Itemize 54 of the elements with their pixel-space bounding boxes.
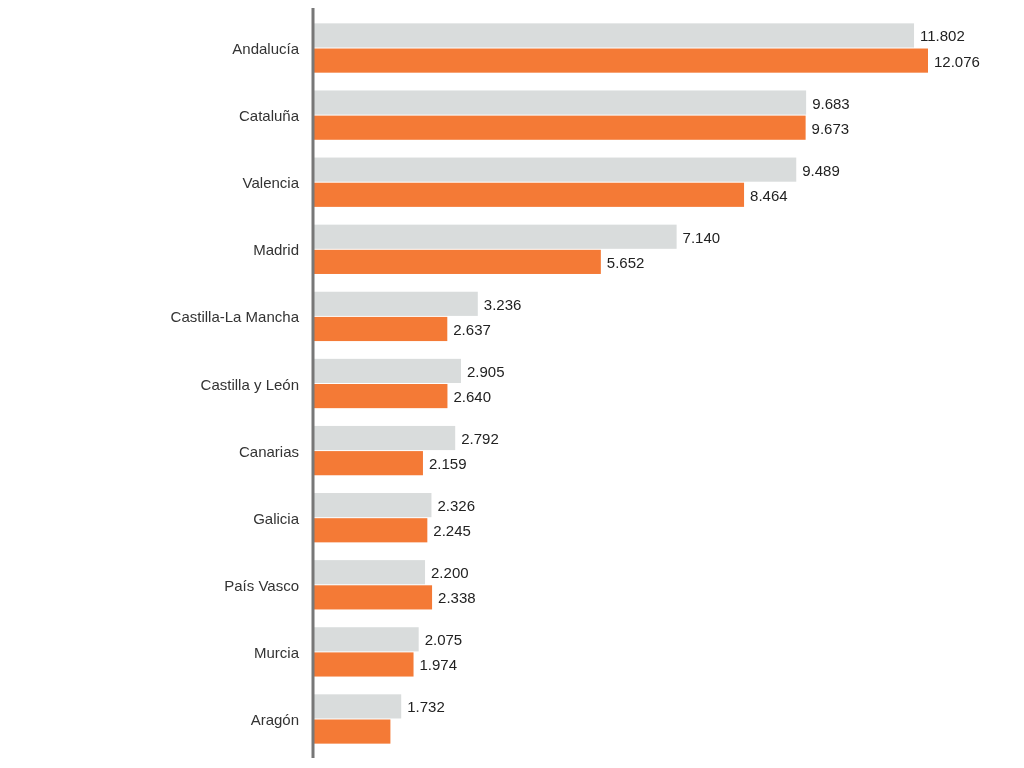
data-label: 5.652 (606, 253, 645, 271)
data-label: 2.159 (428, 455, 467, 473)
data-label: 12.076 (934, 52, 980, 70)
data-label: 7.140 (682, 228, 721, 246)
bar (313, 384, 448, 409)
y-tick-label: Canarias (238, 442, 299, 460)
bar (313, 249, 601, 274)
data-label: 2.075 (424, 631, 463, 649)
data-label: 2.640 (453, 388, 491, 406)
data-label: 2.637 (453, 320, 491, 338)
y-tick-label: Valencia (242, 174, 300, 192)
bar (313, 719, 391, 744)
bar (313, 90, 807, 115)
bar (313, 316, 448, 342)
y-tick-label: Murcia (253, 643, 300, 661)
data-label: 8.464 (750, 186, 788, 204)
y-tick-label: Andalucía (232, 40, 300, 58)
y-tick-label: Madrid (253, 241, 299, 259)
bar (313, 451, 423, 476)
data-label: 2.326 (437, 497, 475, 515)
bar (313, 585, 433, 610)
bar (313, 425, 456, 451)
data-label: 9.683 (812, 94, 850, 112)
y-tick-label: Castilla y León (200, 375, 299, 393)
bar (313, 182, 745, 207)
bar (313, 493, 432, 518)
bar (313, 652, 414, 677)
bar (313, 627, 419, 652)
data-label: 2.200 (431, 564, 469, 582)
bar (313, 694, 402, 719)
data-label: 9.489 (802, 161, 840, 179)
y-tick-label: Cataluña (238, 107, 300, 125)
data-label: 9.673 (811, 119, 850, 137)
bar (313, 23, 915, 48)
bar (313, 291, 478, 316)
y-tick-label: País Vasco (224, 576, 299, 594)
data-label: 1.974 (419, 656, 458, 674)
data-label: 2.338 (438, 589, 476, 607)
y-tick-label: Galicia (253, 509, 300, 527)
data-label: 3.236 (483, 295, 522, 313)
bar (313, 518, 428, 543)
data-label: 2.245 (433, 522, 471, 540)
y-tick-label: Castilla-La Mancha (170, 308, 300, 326)
bar (313, 224, 677, 249)
data-label: 11.802 (920, 27, 965, 45)
bar (313, 115, 806, 140)
bar (313, 358, 461, 383)
data-label: 2.905 (466, 362, 505, 380)
bar (313, 48, 928, 73)
data-label: 2.792 (461, 430, 499, 448)
y-tick-label: Aragón (250, 710, 299, 728)
data-label: 1.732 (407, 698, 445, 716)
bar (313, 560, 426, 585)
bar (313, 157, 797, 182)
